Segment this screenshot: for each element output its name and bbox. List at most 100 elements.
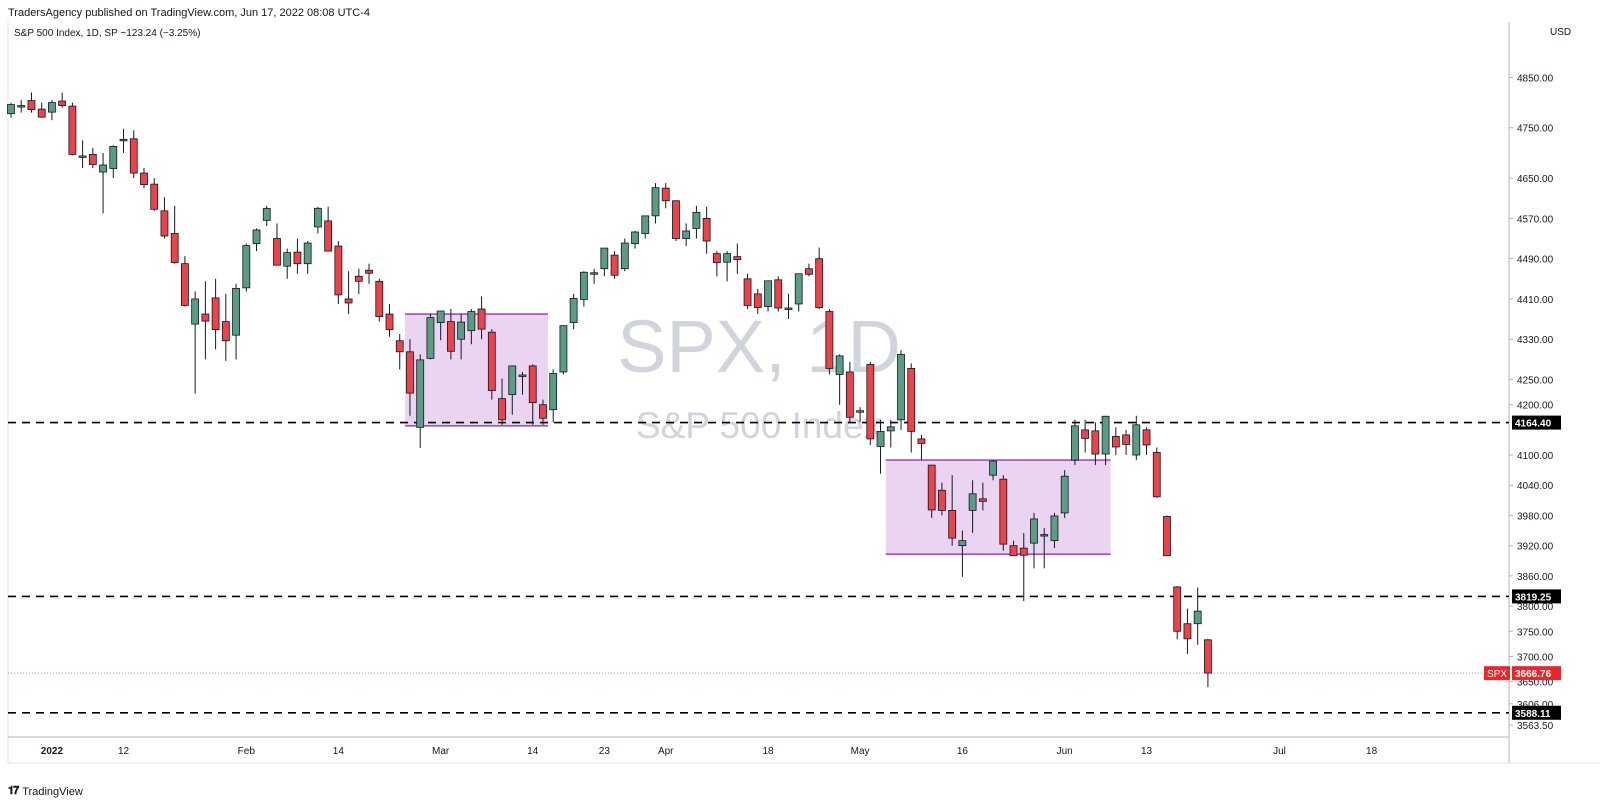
- candle: [416, 354, 425, 448]
- candle-body: [283, 252, 292, 267]
- y-tick-label: 3606.00: [1517, 700, 1554, 711]
- candle: [1204, 638, 1212, 688]
- candle: [1193, 587, 1202, 645]
- candle: [518, 371, 527, 395]
- level-tag-label-3: 3588.11: [1515, 709, 1551, 720]
- candle: [539, 399, 547, 425]
- candle: [723, 251, 731, 282]
- candle-body: [375, 280, 384, 317]
- candle: [293, 238, 302, 274]
- y-tick-label: 4330.00: [1517, 335, 1554, 346]
- candle: [129, 130, 138, 179]
- candle-body: [354, 275, 363, 282]
- candle-body: [7, 104, 15, 115]
- y-tick-label: 4200.00: [1517, 401, 1554, 412]
- candle: [385, 303, 394, 337]
- candle-body: [17, 105, 26, 108]
- candle: [508, 365, 517, 415]
- candle: [88, 147, 97, 169]
- candle-body: [907, 368, 916, 432]
- candle: [498, 378, 506, 425]
- candle-body: [539, 404, 547, 419]
- candle: [1009, 540, 1018, 557]
- candle-body: [99, 164, 107, 173]
- candle-body: [825, 311, 834, 369]
- candle: [1050, 512, 1059, 549]
- level-tag-label-1: 4164.40: [1515, 419, 1552, 430]
- candle-body: [528, 365, 537, 404]
- x-tick-label: Apr: [658, 746, 674, 757]
- candle: [334, 241, 343, 304]
- candle: [313, 206, 322, 234]
- candle-body: [549, 373, 558, 411]
- x-tick-label: 12: [118, 746, 130, 757]
- candle-body: [702, 217, 711, 242]
- candle: [1163, 515, 1171, 557]
- candle-body: [27, 100, 36, 111]
- candle: [927, 464, 936, 518]
- candle-body: [569, 298, 578, 324]
- candle: [252, 228, 261, 252]
- candle: [1183, 608, 1192, 654]
- candle-body: [1101, 415, 1110, 455]
- candle-body: [313, 207, 322, 228]
- candle-body: [129, 138, 138, 174]
- candle: [1091, 422, 1100, 466]
- candle: [1060, 470, 1069, 518]
- candle: [324, 206, 333, 252]
- publisher-line: TradersAgency published on TradingView.c…: [8, 7, 370, 19]
- candle-body: [508, 365, 517, 396]
- candle: [365, 263, 373, 284]
- level-tag-bg-3: [1512, 705, 1561, 720]
- candle-body: [917, 438, 926, 444]
- candle: [753, 288, 762, 315]
- candle: [181, 256, 189, 307]
- candle: [631, 230, 639, 249]
- candle: [712, 251, 721, 277]
- candle-body: [764, 280, 772, 307]
- x-tick-label: Jun: [1057, 746, 1073, 757]
- candle: [978, 482, 987, 511]
- candle: [579, 271, 588, 307]
- candle: [528, 364, 537, 425]
- last-price-tag-label: 3666.76: [1515, 669, 1552, 680]
- candle-body: [978, 498, 987, 502]
- symbol-info-line: S&P 500 Index, 1D, SP −123.24 (−3.25%): [14, 28, 201, 39]
- candle-body: [1060, 475, 1069, 514]
- y-tick-label: 4040.00: [1517, 481, 1554, 492]
- y-tick-label: 4490.00: [1517, 255, 1554, 266]
- candle-body: [1193, 610, 1202, 625]
- watermark-name: S&P 500 Index: [636, 405, 883, 446]
- candle-body: [324, 220, 333, 252]
- tradingview-brand[interactable]: 𝟏𝟕 TradingView: [8, 785, 83, 798]
- x-tick-label: Jul: [1273, 746, 1286, 757]
- candle-body: [37, 108, 46, 118]
- candle: [426, 314, 435, 360]
- candle-body: [743, 278, 752, 306]
- candle: [917, 434, 926, 461]
- candle-body: [1091, 430, 1100, 455]
- candle-body: [395, 340, 404, 353]
- candle-body: [1040, 534, 1049, 537]
- candle: [1132, 415, 1141, 461]
- candle-body: [467, 311, 476, 332]
- candle-body: [989, 460, 997, 476]
- candle-body: [446, 321, 455, 352]
- candle-body: [457, 321, 466, 340]
- candle: [1081, 419, 1090, 453]
- candle: [78, 140, 87, 169]
- candle: [897, 350, 905, 430]
- currency-label: USD: [1550, 27, 1572, 38]
- candle: [682, 223, 691, 247]
- candle-body: [191, 298, 200, 325]
- candle-body: [344, 298, 353, 304]
- last-price-tag-bg: [1512, 666, 1561, 681]
- y-tick-label: 4650.00: [1517, 174, 1554, 185]
- candle: [17, 100, 26, 113]
- candle-body: [160, 210, 169, 237]
- candle-body: [385, 313, 394, 331]
- brand-label: TradingView: [22, 785, 83, 798]
- candle-body: [805, 268, 813, 275]
- candle-body: [1132, 424, 1141, 456]
